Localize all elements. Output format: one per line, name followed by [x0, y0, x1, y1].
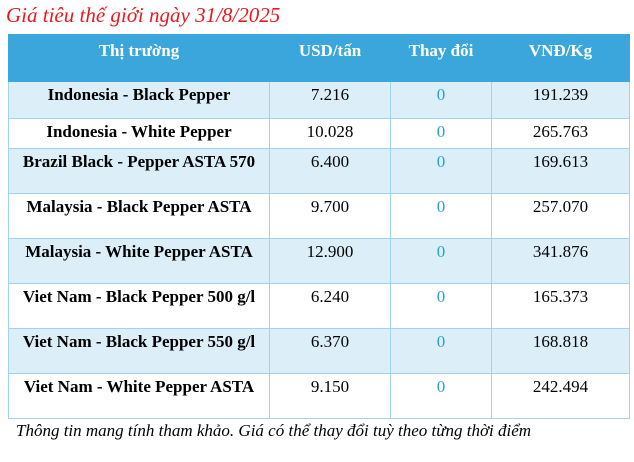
vnd-cell: 168.818	[491, 328, 630, 374]
market-cell: Indonesia - Black Pepper	[8, 81, 270, 119]
change-cell: 0	[390, 328, 492, 374]
header-market: Thị trường	[8, 34, 270, 82]
change-cell: 0	[390, 118, 492, 149]
table-row: Malaysia - White Pepper ASTA 12.900 0 34…	[8, 238, 630, 284]
table-row: Viet Nam - Black Pepper 500 g/l 6.240 0 …	[8, 283, 630, 329]
usd-cell: 9.700	[269, 193, 391, 239]
header-usd: USD/tấn	[269, 34, 391, 82]
market-cell: Viet Nam - White Pepper ASTA	[8, 373, 270, 419]
market-cell: Viet Nam - Black Pepper 500 g/l	[8, 283, 270, 329]
change-cell: 0	[390, 373, 492, 419]
change-cell: 0	[390, 193, 492, 239]
change-cell: 0	[390, 283, 492, 329]
change-cell: 0	[390, 238, 492, 284]
header-change: Thay đổi	[390, 34, 492, 82]
change-cell: 0	[390, 81, 492, 119]
vnd-cell: 257.070	[491, 193, 630, 239]
table-row: Viet Nam - White Pepper ASTA 9.150 0 242…	[8, 373, 630, 419]
table-row: Indonesia - Black Pepper 7.216 0 191.239	[8, 81, 630, 119]
vnd-cell: 169.613	[491, 148, 630, 194]
usd-cell: 6.240	[269, 283, 391, 329]
disclaimer-note: Thông tin mang tính tham khảo. Giá có th…	[16, 421, 532, 440]
vnd-cell: 242.494	[491, 373, 630, 419]
table-row: Malaysia - Black Pepper ASTA 9.700 0 257…	[8, 193, 630, 239]
table-row: Indonesia - White Pepper 10.028 0 265.76…	[8, 118, 630, 149]
change-cell: 0	[390, 148, 492, 194]
vnd-cell: 265.763	[491, 118, 630, 149]
usd-cell: 6.400	[269, 148, 391, 194]
header-vnd: VNĐ/Kg	[491, 34, 630, 82]
vnd-cell: 165.373	[491, 283, 630, 329]
pepper-price-table: Thị trường USD/tấn Thay đổi VNĐ/Kg Indon…	[8, 34, 630, 419]
market-cell: Indonesia - White Pepper	[8, 118, 270, 149]
usd-cell: 7.216	[269, 81, 391, 119]
market-cell: Malaysia - White Pepper ASTA	[8, 238, 270, 284]
table-header-row: Thị trường USD/tấn Thay đổi VNĐ/Kg	[8, 34, 630, 82]
page-title: Giá tiêu thế giới ngày 31/8/2025	[6, 3, 281, 27]
market-cell: Brazil Black - Pepper ASTA 570	[8, 148, 270, 194]
vnd-cell: 191.239	[491, 81, 630, 119]
table-row: Brazil Black - Pepper ASTA 570 6.400 0 1…	[8, 148, 630, 194]
market-cell: Malaysia - Black Pepper ASTA	[8, 193, 270, 239]
usd-cell: 9.150	[269, 373, 391, 419]
market-cell: Viet Nam - Black Pepper 550 g/l	[8, 328, 270, 374]
vnd-cell: 341.876	[491, 238, 630, 284]
usd-cell: 6.370	[269, 328, 391, 374]
usd-cell: 10.028	[269, 118, 391, 149]
usd-cell: 12.900	[269, 238, 391, 284]
table-row: Viet Nam - Black Pepper 550 g/l 6.370 0 …	[8, 328, 630, 374]
